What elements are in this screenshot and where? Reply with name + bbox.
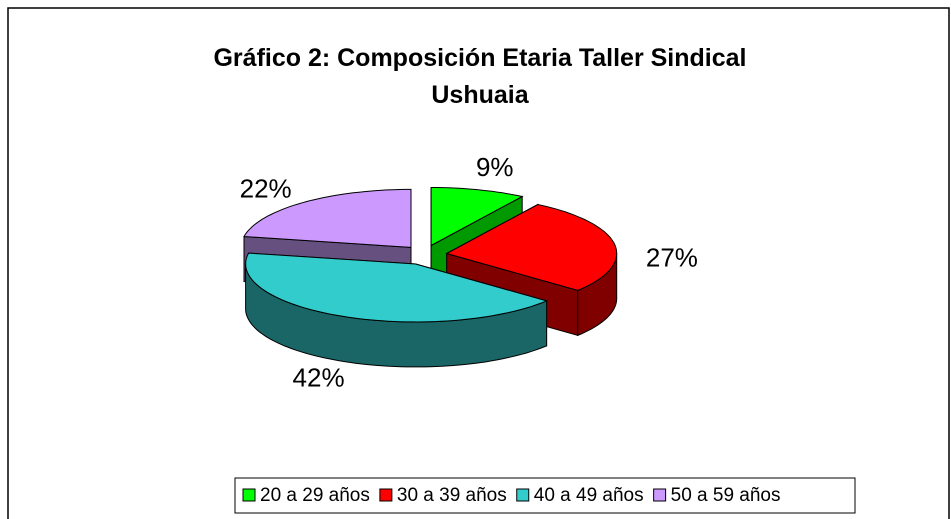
slice bbox=[445, 203, 618, 291]
data-label: 22% bbox=[240, 173, 292, 203]
legend-label: 30 a 39 años bbox=[397, 485, 507, 506]
data-label: 27% bbox=[646, 243, 698, 273]
data-label: 9% bbox=[476, 152, 514, 182]
legend-swatch bbox=[653, 488, 667, 502]
legend-swatch bbox=[516, 488, 530, 502]
chart-title: Gráfico 2: Composición Etaria Taller Sin… bbox=[213, 44, 747, 109]
slice bbox=[430, 187, 524, 247]
slice bbox=[243, 188, 412, 248]
legend-swatch bbox=[242, 488, 256, 502]
legend-swatch bbox=[379, 488, 393, 502]
legend-label: 40 a 49 años bbox=[534, 485, 644, 506]
legend-label: 50 a 59 años bbox=[671, 485, 781, 506]
slice bbox=[245, 252, 549, 323]
legend-label: 20 a 29 años bbox=[260, 485, 370, 506]
legend-box bbox=[234, 477, 856, 514]
data-label: 42% bbox=[293, 363, 345, 393]
